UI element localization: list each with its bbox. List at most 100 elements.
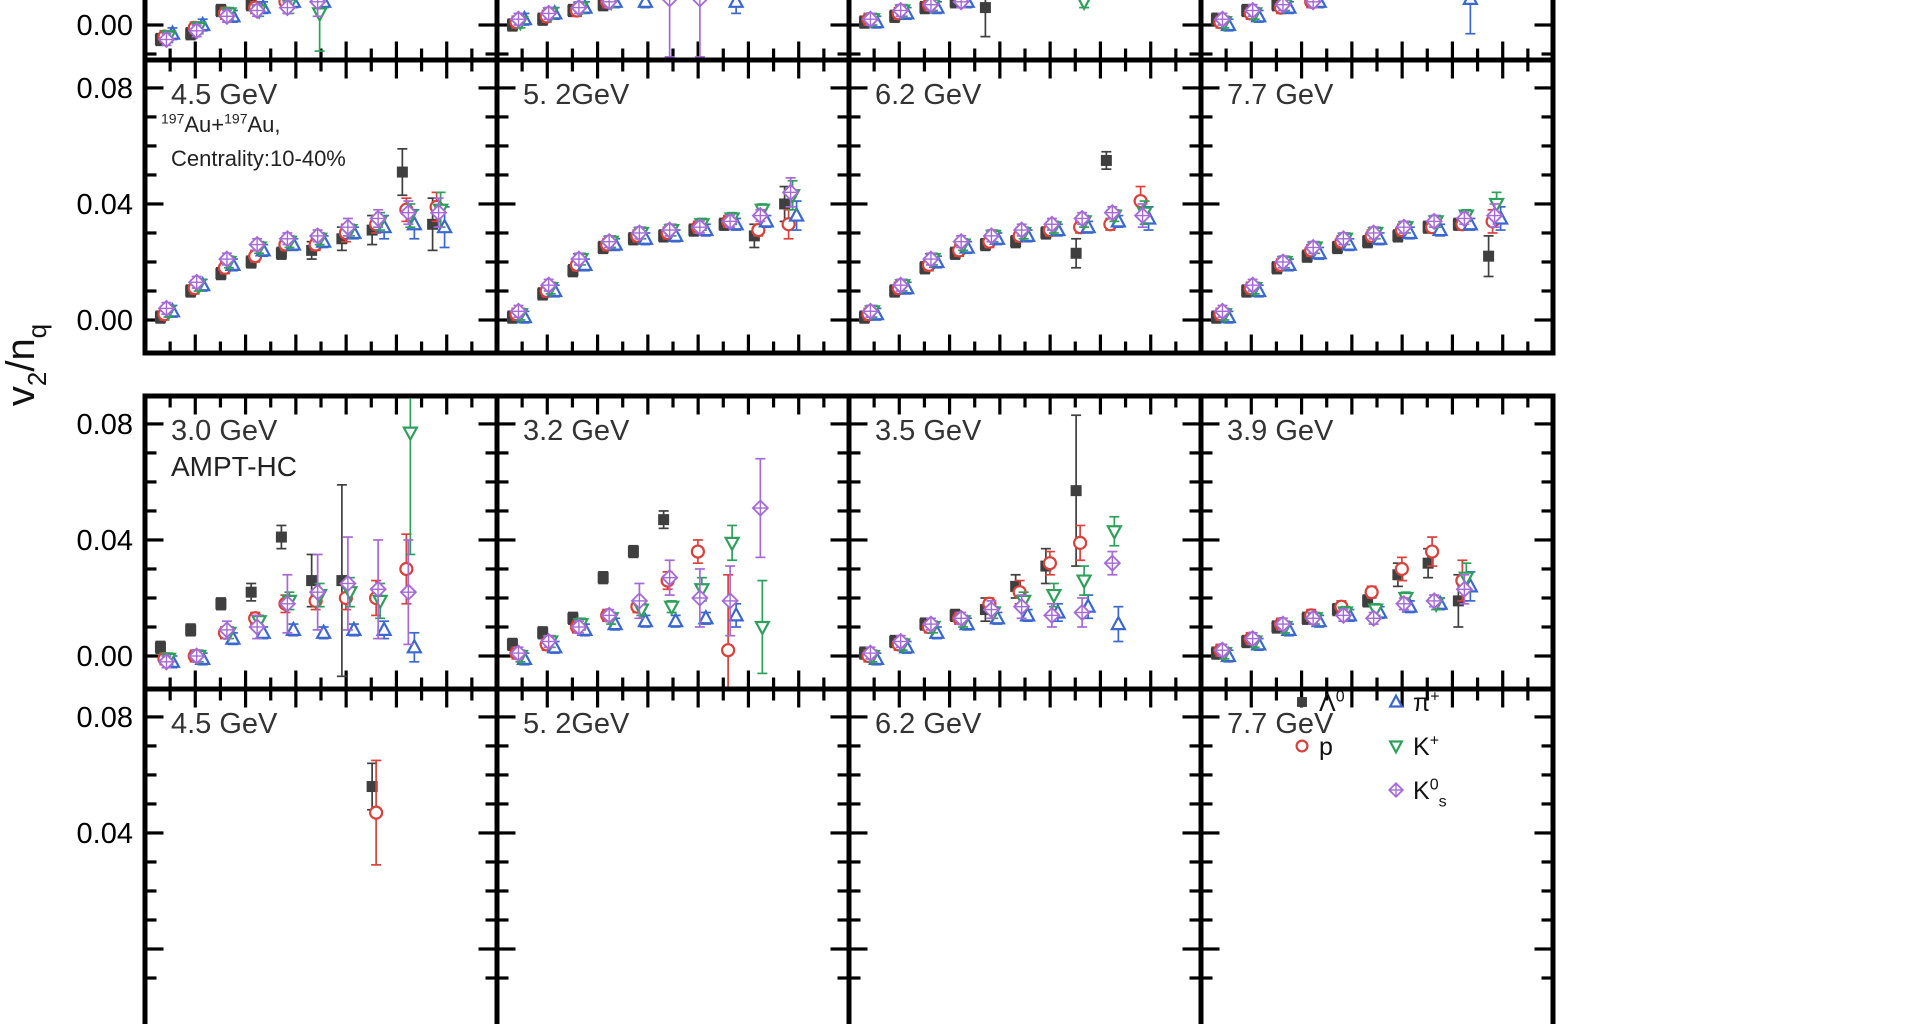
marker-lambda0-square [1100, 154, 1112, 166]
y-tick-label: 0.08 [77, 409, 133, 441]
panel-data [154, 147, 453, 324]
panel-energy-label: 3.2 GeV [523, 415, 630, 447]
marker-p-circle [1042, 556, 1057, 571]
panel-1-2: 6.2 GeV [846, 57, 1204, 356]
panel-frame [1198, 686, 1556, 1024]
marker-p-circle [369, 805, 384, 820]
legend-label-Lambda0: Λ0 [1319, 689, 1345, 718]
panel-energy-label: 5. 2GeV [523, 79, 630, 111]
panel-energy-label: 4.5 GeV [171, 79, 278, 111]
axis-ticks [1203, 62, 1551, 351]
marker-piplus-triangle-up [727, 0, 745, 8]
marker-piplus-triangle-up [345, 620, 363, 636]
panel-data [154, 0, 332, 52]
marker-kplus-triangle-down [1488, 197, 1505, 214]
axis-ticks [499, 691, 847, 980]
panel-3-2: 6.2 GeV [846, 686, 1204, 1024]
marker-kplus-triangle-down [1075, 574, 1093, 590]
marker-lambda0-square [215, 598, 227, 610]
marker-kplus-triangle-down [1458, 571, 1475, 587]
marker-piplus-triangle-up [667, 611, 684, 628]
panel-0-3 [1198, 0, 1556, 63]
panel-3-0: 4.5 GeV [142, 686, 500, 1024]
y-tick-label: 0.04 [77, 525, 133, 557]
panel-0-1 [494, 0, 852, 63]
panel-data [1210, 191, 1509, 324]
marker-kplus-triangle-down [1388, 740, 1404, 755]
legend-label-Kplus: K+ [1413, 733, 1439, 762]
axis-ticks [147, 23, 495, 58]
marker-lambda0-square [245, 586, 257, 598]
marker-piplus-triangle-up [637, 0, 654, 8]
panel-2-1: 3.2 GeV [494, 393, 852, 692]
legend-label-p: p [1319, 733, 1333, 761]
panel-energy-label: 3.0 GeV [171, 415, 278, 447]
panel-energy-label: 7.7 GeV [1227, 708, 1334, 740]
panel-0-0 [142, 0, 500, 63]
marker-kplus-triangle-down [1367, 603, 1384, 619]
error-bar-K0s [694, 0, 705, 58]
marker-piplus-triangle-up [788, 206, 805, 222]
legend: Λ0 p π+ K+ K0s [1295, 689, 1447, 811]
marker-kplus-triangle-down [1045, 588, 1063, 605]
marker-piplus-triangle-up [1462, 0, 1479, 5]
panel-energy-label: 6.2 GeV [875, 79, 982, 111]
panel-0-2 [846, 0, 1204, 63]
axis-ticks [1203, 691, 1551, 980]
panel-data [858, 0, 1091, 38]
marker-piplus-triangle-up [315, 623, 332, 639]
marker-p-circle [399, 561, 414, 577]
axis-ticks [851, 691, 1199, 980]
marker-lambda0-square [1362, 595, 1374, 607]
marker-lambda0-square [537, 627, 549, 639]
axis-ticks [147, 62, 495, 351]
panel-sub-label: Centrality:10-40% [171, 146, 346, 171]
y-tick-label: 0.04 [77, 189, 133, 221]
panel-sub-label: 197Au+197Au, [161, 111, 281, 137]
marker-kplus-triangle-down [693, 583, 711, 599]
panel-data [506, 177, 805, 324]
marker-piplus-triangle-up [727, 606, 745, 622]
marker-kplus-triangle-down [723, 536, 741, 553]
marker-piplus-triangle-up [375, 620, 393, 636]
marker-lambda0-square [597, 572, 609, 584]
marker-p-circle [1425, 544, 1440, 559]
y-axis-title: v2/nq [0, 324, 52, 406]
axis-ticks [147, 398, 495, 687]
panel-data [366, 759, 384, 866]
marker-lambda0-square [275, 247, 287, 259]
marker-piplus-triangle-up [1019, 606, 1036, 622]
axis-ticks [851, 398, 1199, 687]
marker-lambda0-square [427, 218, 439, 230]
marker-p-circle [1073, 535, 1088, 550]
y-tick-label: 0.08 [77, 73, 133, 105]
marker-lambda0-square [1070, 485, 1082, 497]
marker-piplus-triangle-up [637, 611, 654, 628]
panel-data [1210, 0, 1479, 35]
marker-lambda0-square [275, 531, 287, 543]
panel-2-2: 3.5 GeV [846, 393, 1204, 692]
marker-p-circle [1394, 561, 1409, 577]
marker-lambda0-square [366, 781, 378, 793]
panel-data [858, 150, 1157, 324]
marker-lambda0-square [658, 514, 670, 526]
marker-lambda0-square [979, 2, 991, 14]
panel-1-1: 5. 2GeV [494, 57, 852, 356]
marker-piplus-triangle-up [697, 608, 715, 625]
y-tick-label: 0.08 [77, 702, 133, 734]
marker-piplus-triangle-up [1110, 614, 1127, 631]
marker-lambda0-square [185, 624, 197, 636]
y-tick-label: 0.00 [77, 305, 133, 337]
marker-lambda0-square [336, 575, 348, 587]
marker-lambda0-square [1422, 557, 1434, 569]
panel-3-1: 5. 2GeV [494, 686, 852, 1024]
panel-data [154, 398, 423, 678]
legend-label-K0s: K0s [1413, 777, 1447, 811]
marker-piplus-triangle-up [406, 637, 423, 654]
axis-ticks [147, 691, 495, 980]
marker-lambda0-square [779, 198, 791, 210]
marker-p-circle [1295, 739, 1309, 753]
panel-energy-label: 7.7 GeV [1227, 79, 1334, 111]
panel-sub-label: AMPT-HC [171, 451, 297, 482]
